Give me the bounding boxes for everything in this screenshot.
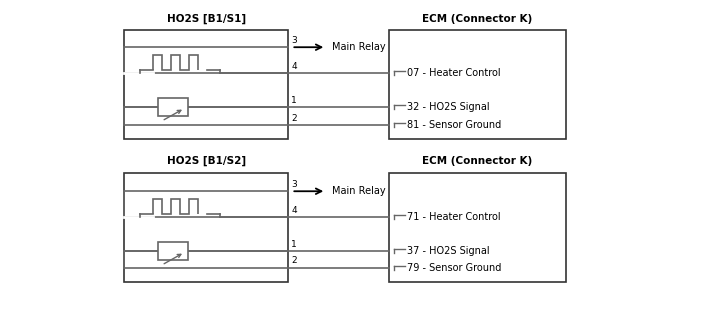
Bar xyxy=(158,242,189,260)
Text: ECM (Connector K): ECM (Connector K) xyxy=(422,14,533,24)
Text: 3: 3 xyxy=(292,180,297,189)
Bar xyxy=(389,173,566,282)
Text: HO2S [B1/S2]: HO2S [B1/S2] xyxy=(167,156,246,166)
Bar xyxy=(125,30,288,139)
Text: 2: 2 xyxy=(292,256,297,266)
Text: 2: 2 xyxy=(292,114,297,123)
Text: 07 - Heater Control: 07 - Heater Control xyxy=(407,68,501,78)
Bar xyxy=(125,173,288,282)
Text: 1: 1 xyxy=(292,240,297,249)
Text: 4: 4 xyxy=(292,206,297,215)
Text: Main Relay: Main Relay xyxy=(332,186,386,196)
Text: 3: 3 xyxy=(292,36,297,45)
Text: 81 - Sensor Ground: 81 - Sensor Ground xyxy=(407,120,501,130)
Text: HO2S [B1/S1]: HO2S [B1/S1] xyxy=(167,13,246,24)
Bar xyxy=(158,98,189,115)
Text: 37 - HO2S Signal: 37 - HO2S Signal xyxy=(407,246,489,256)
Text: ECM (Connector K): ECM (Connector K) xyxy=(422,156,533,166)
Text: 32 - HO2S Signal: 32 - HO2S Signal xyxy=(407,102,489,112)
Text: 79 - Sensor Ground: 79 - Sensor Ground xyxy=(407,263,501,273)
Text: Main Relay: Main Relay xyxy=(332,42,386,52)
Bar xyxy=(389,30,566,139)
Text: 71 - Heater Control: 71 - Heater Control xyxy=(407,212,501,222)
Text: 4: 4 xyxy=(292,62,297,71)
Text: 1: 1 xyxy=(292,95,297,105)
